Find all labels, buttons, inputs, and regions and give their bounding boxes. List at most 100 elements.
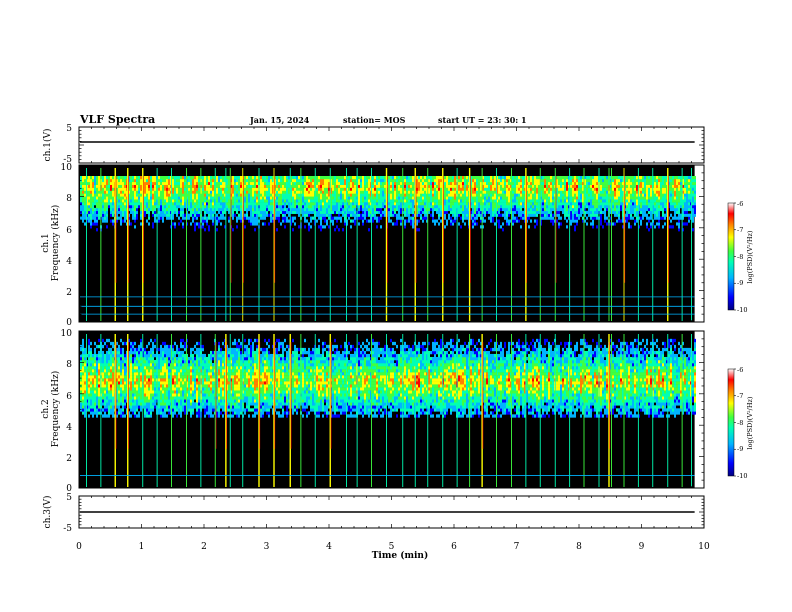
ch1-spec-cell [256,196,258,200]
ch1-spec-cell [446,202,448,206]
ch1-spec-cell [686,193,688,197]
ch1-spec-cell [286,216,288,220]
ch1-spec-cell [610,216,612,220]
ch1-spec-cell [372,210,374,214]
ch1-spec-cell [630,196,632,200]
ch1-spec-cell [492,175,494,180]
ch1-spec-cell [328,196,330,200]
ch1-spec-cell [444,213,446,217]
ch1-spec-cell [694,187,696,191]
ch1-spec-cell [304,213,306,217]
ch1-spec-cell [184,216,186,220]
ch1-spec-cell [246,199,248,203]
ch1-spec-cell [512,196,514,200]
ch1-spec-cell [436,199,438,203]
ch1-spec-cell [238,207,240,212]
ch1-spec-cell [302,184,304,188]
ch1-spec-cell [298,181,300,185]
ch1-spec-cell [272,196,274,200]
ch1-spec-cell [134,193,136,197]
ch1-spec-cell [352,184,354,188]
ch1-spec-cell [606,202,608,206]
ch1-spec-cell [334,199,336,203]
ch1-spec-cell [348,187,350,191]
ch1-spec-cell [460,210,462,214]
ch1-spec-cell [164,213,166,217]
ch1-spec-cell [632,190,634,194]
ch1-spec-cell [434,175,436,180]
ch1-spec-cell [310,184,312,188]
ch1-spec-cell [92,210,94,214]
ch1-spec-cell [176,210,178,214]
ch1-spec-cell [500,181,502,185]
ch1-spec-cell [322,181,324,185]
ch1-spec-cell [396,202,398,206]
ch1-spec-cell [400,207,402,212]
ch1-spec-cell [82,199,84,203]
ch1-spec-cell [132,204,134,209]
ch1-spec-cell [120,193,122,197]
ch1-spec-cell [288,213,290,217]
ch1-spec-cell [544,199,546,203]
ch1-spec-cell [604,178,606,183]
ch1-spec-cell [204,178,206,183]
ch1-spec-cell [594,204,596,209]
ch1-spec-cell [460,196,462,200]
ch1-spec-cell [398,178,400,183]
ch1-spec-cell [638,190,640,194]
ch1-spec-cell [610,207,612,212]
ch1-spec-cell [492,181,494,185]
ch1-spec-cell [568,210,570,214]
ch1-spec-cell [168,199,170,203]
ch1-spec-cell [368,207,370,212]
ch1-spec-cell [426,178,428,183]
ch1-spec-cell [304,207,306,212]
ch1-spec-cell [340,196,342,200]
ch1-spec-cell [332,190,334,194]
ch1-spec-cell [216,199,218,203]
ch1-spec-cell [666,178,668,183]
ch1-spec-cell [96,178,98,183]
ch1-spec-cell [454,193,456,197]
ch1-spec-cell [428,204,430,209]
ch1-spec-cell [376,199,378,203]
ch1-spec-cell [692,190,694,194]
ch1-spec-cell [654,184,656,188]
ch1-spec-cell [452,178,454,183]
ch1-spec-cell [380,202,382,206]
ch1-spec-cell [226,175,228,180]
ch1-spec-cell [86,213,88,217]
ch1-spec-cell [590,216,592,220]
ch1-spec-cell [322,199,324,203]
ch1-spec-cell [354,202,356,206]
ch1-spec-cell [270,219,272,223]
ch1-spec-cell [120,219,122,223]
ch1-spec-cell [296,193,298,197]
ch1-spec-cell [502,222,504,226]
ch1-spec-cell [180,196,182,200]
ch1-spec-cell [436,210,438,214]
ch1-spec-cell [244,181,246,185]
ch1-spec-cell [262,199,264,203]
ch1-spec-cell [686,190,688,194]
ch1-spec-cell [342,175,344,180]
ch1-spec-cell [564,199,566,203]
ch1-spec-cell [538,196,540,200]
ch1-spec-cell [98,187,100,191]
ch1-spec-cell [416,178,418,183]
ch1-spec-cell [610,199,612,203]
ch1-spec-cell [526,213,528,217]
ch1-spec-cell [268,175,270,180]
ch1-spec-cell [310,175,312,180]
ch1-spec-cell [592,184,594,188]
ch1-spec-cell [460,175,462,180]
ch1-spec-cell [90,213,92,217]
ch1-spec-cell [352,181,354,185]
ch1-spec-cell [480,175,482,180]
ch1-spec-cell [498,181,500,185]
ch1-spec-cell [646,222,648,226]
ch1-spec-cell [132,193,134,197]
ch1-spec-cell [290,207,292,212]
ch1-spec-cell [618,184,620,188]
ch1-spec-cell [584,202,586,206]
